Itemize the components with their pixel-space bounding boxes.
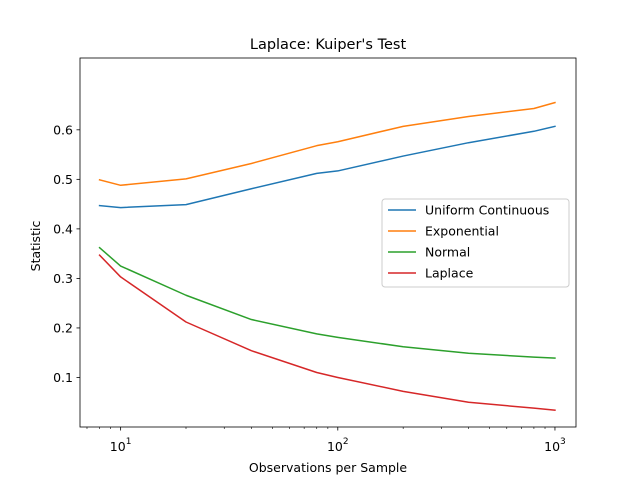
x-tick-label: 101 <box>110 437 132 454</box>
x-tick-label: 102 <box>327 437 349 454</box>
y-tick-label: 0.1 <box>53 370 73 385</box>
legend-label: Normal <box>425 245 470 260</box>
legend-label: Laplace <box>425 266 474 281</box>
legend-label: Uniform Continuous <box>425 203 549 218</box>
legend-box <box>381 198 570 288</box>
x-axis-label: Observations per Sample <box>249 460 408 475</box>
y-tick-label: 0.6 <box>53 122 73 137</box>
y-tick-label: 0.3 <box>53 271 73 286</box>
series-line-2 <box>98 246 556 359</box>
y-tick-label: 0.5 <box>53 172 73 187</box>
series-line-3 <box>98 254 556 411</box>
legend-label: Exponential <box>425 224 499 239</box>
series-line-1 <box>98 101 556 187</box>
x-tick-label: 103 <box>544 437 566 454</box>
y-tick-label: 0.4 <box>53 221 73 236</box>
series-line-0 <box>98 125 556 209</box>
y-axis-label: Statistic <box>28 221 43 272</box>
y-tick-label: 0.2 <box>53 320 73 335</box>
chart-title: Laplace: Kuiper's Test <box>250 37 407 53</box>
